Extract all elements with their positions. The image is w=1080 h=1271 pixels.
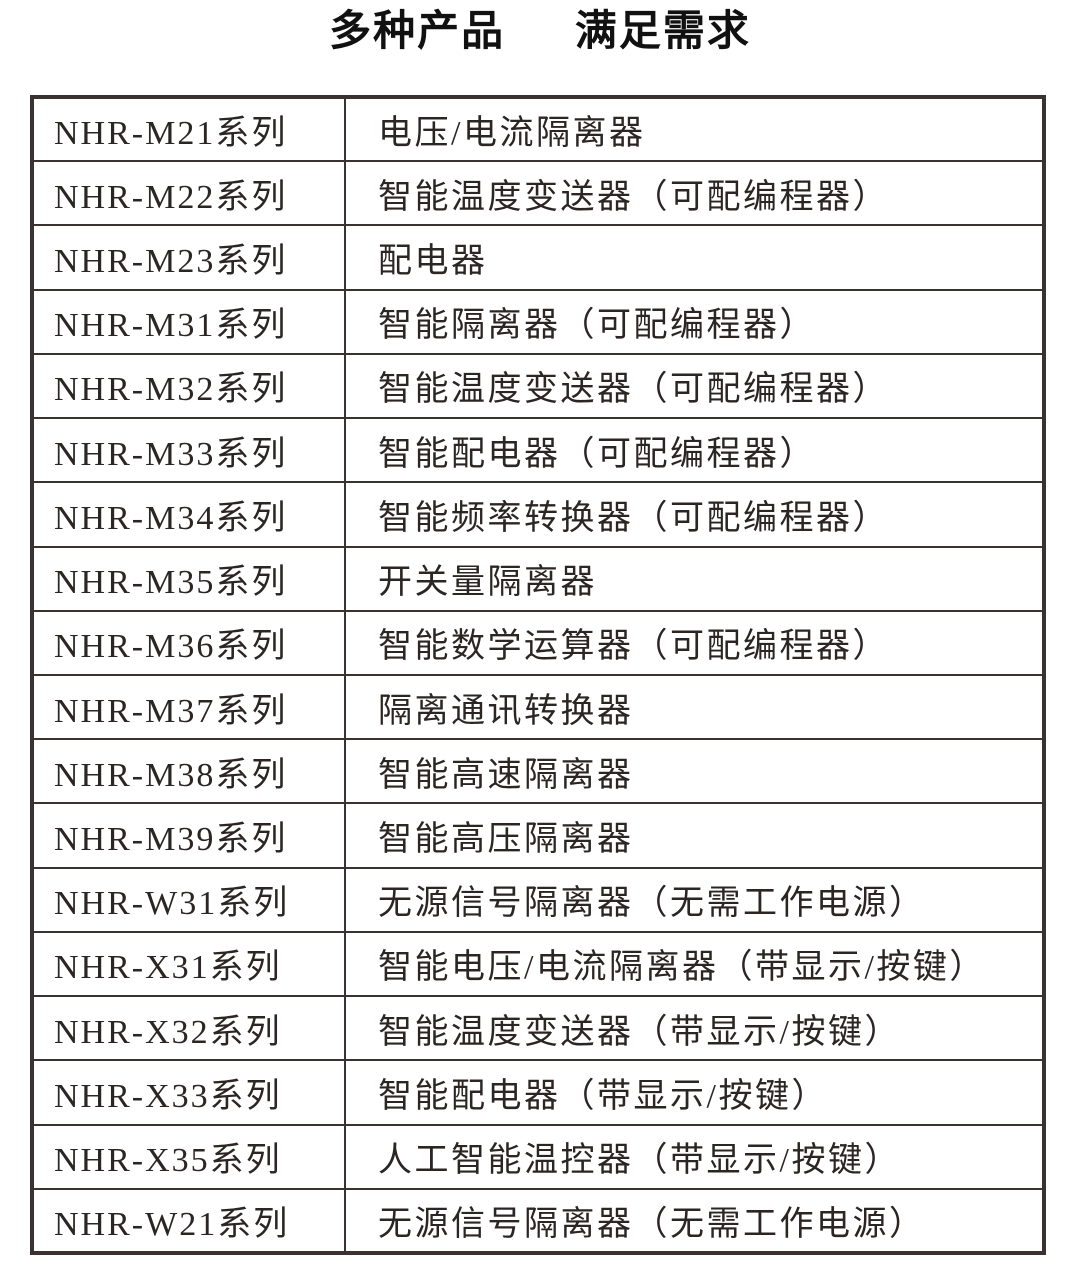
table-row: NHR-X33系列 智能配电器（带显示/按键）	[31, 1059, 1045, 1126]
description-cell: 智能频率转换器（可配编程器）	[344, 481, 1045, 548]
description-cell: 智能配电器（带显示/按键）	[344, 1059, 1045, 1126]
table-row: NHR-M39系列 智能高压隔离器	[31, 802, 1045, 869]
series-cell: NHR-X35系列	[31, 1123, 346, 1190]
description-cell: 电压/电流隔离器	[344, 95, 1045, 163]
table-row: NHR-M33系列 智能配电器（可配编程器）	[31, 417, 1045, 484]
series-cell: NHR-M23系列	[31, 224, 346, 291]
table-row: NHR-M31系列 智能隔离器（可配编程器）	[31, 288, 1045, 355]
page-title-part2: 满足需求	[574, 7, 751, 54]
description-cell: 配电器	[344, 224, 1045, 291]
series-cell: NHR-W31系列	[31, 866, 346, 933]
description-cell: 无源信号隔离器（无需工作电源）	[344, 1187, 1045, 1255]
table-row: NHR-M23系列 配电器	[31, 224, 1045, 291]
series-cell: NHR-M35系列	[31, 545, 346, 612]
series-cell: NHR-X32系列	[31, 995, 346, 1062]
series-cell: NHR-M22系列	[31, 160, 346, 227]
table-row: NHR-X31系列 智能电压/电流隔离器（带显示/按键）	[31, 930, 1045, 998]
table-row: NHR-M37系列 隔离通讯转换器	[31, 673, 1045, 741]
table-row: NHR-W31系列 无源信号隔离器（无需工作电源）	[31, 866, 1045, 933]
table-row: NHR-X32系列 智能温度变送器（带显示/按键）	[31, 995, 1045, 1062]
description-cell: 人工智能温控器（带显示/按键）	[344, 1123, 1045, 1190]
table-row: NHR-M21系列 电压/电流隔离器	[31, 95, 1045, 163]
table-row: NHR-X35系列 人工智能温控器（带显示/按键）	[31, 1123, 1045, 1190]
table-row: NHR-M38系列 智能高速隔离器	[31, 738, 1045, 805]
series-cell: NHR-M32系列	[31, 352, 346, 420]
series-cell: NHR-M21系列	[31, 95, 346, 163]
description-cell: 智能高速隔离器	[344, 738, 1045, 805]
series-cell: NHR-M39系列	[31, 802, 346, 869]
page-title: 多种产品 满足需求	[0, 6, 1080, 56]
page-title-part1: 多种产品	[329, 7, 506, 54]
table-row: NHR-M32系列 智能温度变送器（可配编程器）	[31, 352, 1045, 420]
series-cell: NHR-M36系列	[31, 609, 346, 676]
table-row: NHR-M36系列 智能数学运算器（可配编程器）	[31, 609, 1045, 676]
description-cell: 智能温度变送器（带显示/按键）	[344, 995, 1045, 1062]
description-cell: 智能隔离器（可配编程器）	[344, 288, 1045, 355]
description-cell: 智能温度变送器（可配编程器）	[344, 160, 1045, 227]
description-cell: 智能电压/电流隔离器（带显示/按键）	[344, 930, 1045, 998]
series-cell: NHR-M38系列	[31, 738, 346, 805]
series-cell: NHR-X33系列	[31, 1059, 346, 1126]
series-cell: NHR-M33系列	[31, 417, 346, 484]
description-cell: 无源信号隔离器（无需工作电源）	[344, 866, 1045, 933]
table-row: NHR-M35系列 开关量隔离器	[31, 545, 1045, 612]
description-cell: 智能配电器（可配编程器）	[344, 417, 1045, 484]
description-cell: 智能温度变送器（可配编程器）	[344, 352, 1045, 420]
description-cell: 隔离通讯转换器	[344, 673, 1045, 741]
product-series-table: NHR-M21系列 电压/电流隔离器 NHR-M22系列 智能温度变送器（可配编…	[30, 95, 1046, 1255]
description-cell: 智能数学运算器（可配编程器）	[344, 609, 1045, 676]
table-row: NHR-W21系列 无源信号隔离器（无需工作电源）	[31, 1187, 1045, 1255]
table-row: NHR-M22系列 智能温度变送器（可配编程器）	[31, 160, 1045, 227]
series-cell: NHR-W21系列	[31, 1187, 346, 1255]
series-cell: NHR-X31系列	[31, 930, 346, 998]
series-cell: NHR-M34系列	[31, 481, 346, 548]
description-cell: 开关量隔离器	[344, 545, 1045, 612]
series-cell: NHR-M31系列	[31, 288, 346, 355]
table-row: NHR-M34系列 智能频率转换器（可配编程器）	[31, 481, 1045, 548]
series-cell: NHR-M37系列	[31, 673, 346, 741]
description-cell: 智能高压隔离器	[344, 802, 1045, 869]
